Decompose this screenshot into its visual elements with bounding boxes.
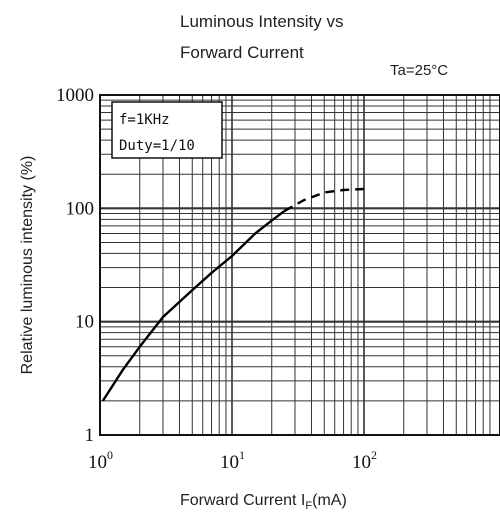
annotation-duty: Duty=1/10	[119, 138, 195, 154]
y-tick-label: 100	[66, 198, 95, 219]
x-tick-labels: 100 101 102	[88, 448, 377, 473]
x-axis-label: Forward Current IF(mA)	[180, 492, 347, 512]
y-tick-label: 1000	[56, 85, 94, 106]
y-tick-label: 10	[75, 312, 94, 333]
x-tick-label: 101	[220, 448, 245, 473]
y-tick-labels: 1 10 100 1000	[56, 85, 94, 446]
chart-title-line-1: Luminous Intensity vs	[180, 12, 343, 31]
series-group	[101, 187, 365, 402]
annotation-box	[111, 101, 223, 159]
series-line-solid	[101, 209, 286, 402]
x-axis-label-main: Forward Current I	[180, 492, 305, 509]
annotation-frequency: f=1KHz	[119, 112, 170, 128]
x-axis-label-subscript: F	[305, 500, 312, 512]
y-tick-label: 1	[85, 425, 95, 446]
condition-label: Ta=25°C	[390, 62, 448, 79]
x-tick-label: 100	[88, 448, 113, 473]
chart-title-line-2: Forward Current	[180, 43, 304, 62]
plot-frame	[99, 94, 500, 436]
x-tick-label: 102	[352, 448, 377, 473]
x-axis-label-unit: (mA)	[312, 492, 347, 509]
y-axis-label: Relative luminous intensity (%)	[19, 156, 36, 375]
